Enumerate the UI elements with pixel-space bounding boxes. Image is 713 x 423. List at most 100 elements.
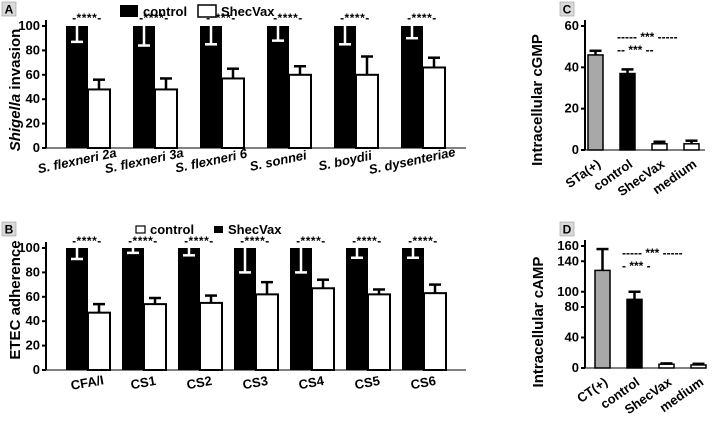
panel-b-significance: -****-: [296, 234, 326, 248]
panel-b-y-tick-label: 60: [26, 289, 40, 304]
panel-a-category-label: S. dysenteriae: [367, 144, 456, 177]
panel-c-y-tick-label: 20: [565, 101, 579, 116]
panel-c-label-box: [559, 1, 575, 17]
panel-a-legend-swatch-shecvax: [197, 4, 217, 18]
panel-d-y-tick-label: 0: [572, 360, 579, 375]
panel-b-bar-shecvax: [255, 293, 279, 371]
panel-b-bar-shecvax: [199, 301, 223, 371]
panel-c-y-tick-label: 60: [565, 18, 579, 33]
panel-d-bar: [690, 364, 707, 369]
panel-b-bar-control: [66, 248, 88, 370]
panel-a-legend-swatch-control: [120, 5, 138, 17]
panel-b-bar-shecvax: [367, 293, 391, 371]
panel-d-significance: ----- *** -----: [622, 246, 683, 260]
panel-d-label: D: [563, 223, 572, 237]
panel-b-category-label: CS2: [185, 373, 213, 392]
panel-b-bar-control: [346, 248, 368, 370]
panel-a-significance: -****-: [407, 11, 437, 25]
panel-a-bar-shecvax: [87, 88, 111, 150]
panel-d-bar: [658, 363, 675, 369]
panel-b-y-tick-label: 100: [18, 240, 40, 255]
panel-d-y-tick-label: 80: [565, 299, 579, 314]
panel-b-bar-control: [290, 248, 312, 370]
panel-a-y-tick-label: 0: [33, 140, 40, 155]
panel-b-legend-shecvax: ShecVax: [228, 222, 282, 237]
panel-b-significance: -****-: [408, 234, 438, 248]
panel-d-significance: - *** -: [622, 259, 651, 273]
panel-b-significance: -****-: [352, 234, 382, 248]
panel-a-bar-shecvax: [422, 66, 446, 149]
panel-a-y-label: Shigella invasion: [7, 29, 24, 152]
panel-c-bar: [619, 72, 636, 151]
panel-a-bar-shecvax: [221, 77, 245, 149]
panel-b-bar-shecvax: [311, 287, 335, 372]
panel-c-bar: [587, 54, 604, 151]
panel-d-bar: [626, 298, 643, 369]
panel-a-legend-shecvax: ShecVax: [221, 4, 275, 19]
panel-a-bar-control: [267, 26, 289, 148]
panel-b-significance: -****-: [184, 234, 214, 248]
panel-b-significance: -****-: [72, 234, 102, 248]
panel-b-category-label: CS4: [297, 373, 325, 392]
panel-b-bar-shecvax: [87, 311, 111, 372]
panel-d-y-tick-label: 40: [565, 330, 579, 345]
panel-b-label: B: [5, 223, 14, 237]
panel-a-significance: -****-: [139, 11, 169, 25]
panel-c-significance: ----- *** -----: [617, 30, 678, 44]
panel-a-significance: -****-: [340, 11, 370, 25]
panel-a-y-label-italic: Shigella: [7, 94, 24, 152]
panel-b-significance: -****-: [240, 234, 270, 248]
panel-d-y-tick-label: 160: [557, 238, 579, 253]
panel-a-category-label: S. flexneri 6: [174, 146, 249, 176]
panel-b-bar-control: [122, 248, 144, 370]
panel-b-y-label: ETEC adherence: [7, 240, 24, 359]
panel-c-y-tick-label: 40: [565, 59, 579, 74]
panel-c-y-tick-label: 0: [572, 142, 579, 157]
panel-b-y-tick-label: 0: [33, 362, 40, 377]
panel-a-significance: -****-: [72, 11, 102, 25]
panel-a-bar-shecvax: [288, 73, 312, 149]
panel-b-category-label: CS5: [353, 373, 381, 392]
panel-a-y-label-rest: invasion: [7, 29, 24, 94]
panel-b-category-label: CS1: [129, 373, 157, 392]
panel-d-label-box: [559, 221, 575, 237]
panel-b-category-label: CS3: [241, 373, 269, 392]
panel-a-bar-control: [334, 26, 356, 148]
panel-a-category-label: S. boydii: [317, 148, 373, 174]
panel-a-significance: -****-: [273, 11, 303, 25]
panel-a-bar-shecvax: [355, 73, 379, 149]
panel-a-bar-shecvax: [154, 88, 178, 150]
panel-d-y-tick-label: 100: [557, 284, 579, 299]
panel-b-bar-control: [178, 248, 200, 370]
panel-b-legend-swatch-control: [135, 225, 146, 234]
panel-c-bar: [651, 143, 668, 151]
panel-a-bar-control: [66, 26, 88, 148]
panel-b-category-label: CS6: [409, 373, 437, 392]
panel-c-label: C: [563, 3, 572, 17]
panel-a-label: A: [5, 3, 14, 17]
panel-d-bar: [594, 269, 611, 369]
panel-a-bar-control: [200, 26, 222, 148]
panel-a-bar-control: [401, 26, 423, 148]
panel-d-y-tick-label: 140: [557, 253, 579, 268]
panel-a-y-tick-label: 40: [26, 91, 40, 106]
panel-c: C0204060STa(+)controlShecVaxmedium----- …: [529, 1, 705, 199]
panel-a-legend-control: control: [143, 4, 187, 19]
panel-b-bar-control: [234, 248, 256, 370]
panel-c-y-label: Intracellular cGMP: [529, 34, 546, 166]
panel-b-y-tick-label: 40: [26, 313, 40, 328]
panel-b: B 0 20 40 60 80 100 -****- CFA/I -****- CS1 -****- C…: [1, 221, 466, 393]
panel-a-y-tick-label: 100: [18, 18, 40, 33]
panel-d-y-label: Intracellular cAMP: [530, 257, 547, 388]
panel-b-significance: -****-: [128, 234, 158, 248]
panel-c-bar: [683, 143, 700, 151]
panel-b-legend-control: control: [150, 222, 194, 237]
panel-b-y-tick-label: 80: [26, 264, 40, 279]
panel-a-y-tick-label: 60: [26, 67, 40, 82]
panel-a-bar-control: [133, 26, 155, 148]
panel-c-significance: -- *** --: [617, 43, 654, 57]
panel-b-legend-swatch-shecvax: [214, 226, 223, 233]
panel-b-label-box: [1, 221, 17, 237]
